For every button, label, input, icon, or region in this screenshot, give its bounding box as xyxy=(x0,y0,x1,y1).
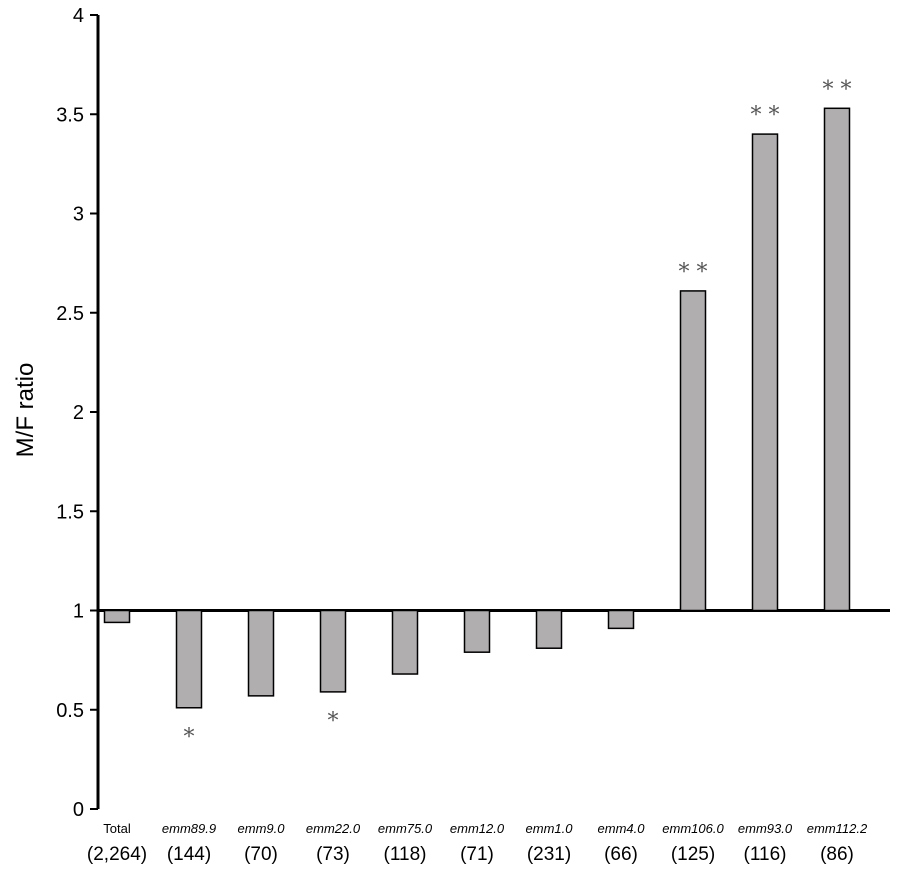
bar xyxy=(247,609,275,697)
x-tick-count-label: (116) xyxy=(744,844,787,865)
y-tick-label: 3.5 xyxy=(56,104,84,126)
significance-marker: * * xyxy=(751,103,780,128)
x-tick-count-label: (70) xyxy=(244,844,278,865)
x-tick-label: emm1.0 xyxy=(526,821,574,836)
y-tick-label: 2.5 xyxy=(56,303,84,325)
y-tick-label: 3 xyxy=(73,204,84,226)
x-tick-count-label: (231) xyxy=(527,844,571,865)
bar xyxy=(175,609,203,709)
bar xyxy=(535,609,563,649)
x-tick-label: emm75.0 xyxy=(378,821,433,836)
y-tick-label: 2 xyxy=(73,402,84,424)
y-tick-label: 0 xyxy=(73,799,84,821)
bar xyxy=(751,133,779,612)
significance-marker: * xyxy=(184,725,195,750)
y-tick-label: 1.5 xyxy=(56,501,84,523)
bars xyxy=(103,107,851,709)
labels: Total (2,264) * emm89.9 (144) emm9.0 (70) * emm2… xyxy=(87,77,868,865)
bar xyxy=(823,107,851,612)
bar xyxy=(319,609,347,693)
bar xyxy=(679,290,707,612)
bar xyxy=(391,609,419,675)
x-tick-count-label: (73) xyxy=(316,844,350,865)
x-tick-count-label: (144) xyxy=(167,844,211,865)
significance-marker: * * xyxy=(679,260,708,285)
x-tick-count-label: (86) xyxy=(820,844,854,865)
x-tick-label: emm4.0 xyxy=(598,821,646,836)
x-tick-label: emm12.0 xyxy=(450,821,505,836)
x-tick-count-label: (71) xyxy=(460,844,494,865)
x-tick-label: emm112.2 xyxy=(807,821,868,836)
y-tick-label: 0.5 xyxy=(56,700,84,722)
x-tick-count-label: (118) xyxy=(384,844,427,865)
y-axis-label: M/F ratio xyxy=(12,363,39,458)
significance-marker: * xyxy=(328,709,339,734)
x-tick-count-label: (125) xyxy=(671,844,715,865)
x-tick-count-label: (66) xyxy=(604,844,638,865)
y-tick-label: 4 xyxy=(73,5,84,27)
y-tick-label: 1 xyxy=(73,601,84,623)
bar xyxy=(607,609,635,630)
x-tick-label: emm93.0 xyxy=(738,821,793,836)
x-tick-label: Total xyxy=(103,821,131,836)
x-tick-label: emm22.0 xyxy=(306,821,361,836)
bar xyxy=(463,609,491,653)
x-tick-label: emm89.9 xyxy=(162,821,216,836)
axes: 0 0.5 1 1.5 2 2.5 3 3.5 4 xyxy=(56,5,890,821)
significance-marker: * * xyxy=(823,77,852,102)
x-tick-label: emm9.0 xyxy=(238,821,286,836)
bar xyxy=(103,609,131,624)
x-tick-count-label: (2,264) xyxy=(87,844,147,865)
x-tick-label: emm106.0 xyxy=(662,821,724,836)
